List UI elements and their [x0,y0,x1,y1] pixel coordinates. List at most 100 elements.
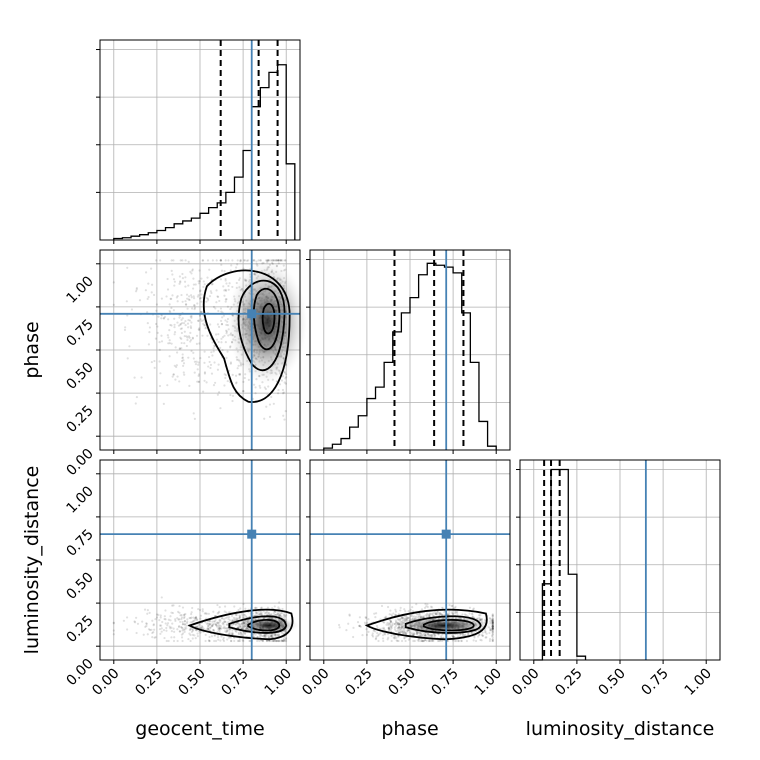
sample-point [371,635,375,638]
sample-point [204,621,207,624]
sample-point [168,339,171,342]
sample-point [180,347,183,350]
sample-point [489,617,492,620]
sample-point [275,639,278,643]
sample-point [345,629,348,632]
sample-point [277,639,280,643]
sample-point [221,349,224,352]
sample-point [218,624,221,627]
sample-point [421,639,424,643]
sample-point [133,376,136,379]
sample-point [237,624,240,627]
sample-point [440,613,443,616]
sample-point [231,632,234,635]
sample-point [189,340,192,343]
sample-point [421,615,424,618]
sample-point [382,639,385,643]
sample-point [424,638,427,642]
sample-point [237,633,241,636]
sample-point [427,634,430,637]
sample-point [223,289,226,292]
sample-point [182,322,186,325]
sample-point [207,628,210,632]
sample-point [208,639,211,643]
sample-point [186,322,190,325]
sample-point [268,612,271,615]
sample-point [420,634,423,637]
sample-point [188,384,191,388]
sample-point [428,614,431,617]
sample-point [213,345,216,348]
sample-point [178,611,181,614]
sample-point [202,280,205,283]
sample-point [222,285,225,288]
sample-point [386,605,390,609]
sample-point [216,603,219,607]
sample-point [271,636,274,639]
sample-point [197,374,200,378]
sample-point [471,613,474,616]
sample-point [441,639,444,643]
sample-point [403,631,407,635]
sample-point [203,612,206,615]
sample-point [194,615,198,619]
sample-point [491,621,494,624]
sample-point [279,259,283,262]
sample-point [219,639,222,642]
sample-point [203,323,206,327]
sample-point [263,635,266,638]
sample-point [437,639,441,643]
sample-point [160,630,163,633]
sample-point [201,625,204,629]
sample-point [233,605,236,608]
sample-point [219,319,223,323]
sample-point [227,611,231,614]
sample-point [394,634,397,637]
sample-point [187,318,190,322]
sample-point [197,328,200,331]
sample-point [150,291,153,294]
sample-point [261,639,264,643]
sample-point [189,331,192,334]
sample-point [188,628,191,632]
sample-point [199,631,202,634]
sample-point [241,616,244,619]
sample-point [253,259,256,262]
sample-point [280,639,283,643]
sample-point [352,635,355,639]
x-tick-label: 0.00 [509,666,542,699]
sample-point [447,612,451,615]
sample-point [385,623,388,626]
sample-point [282,391,285,394]
panel-frame [99,249,301,451]
sample-point [400,617,404,620]
sample-point [439,636,442,639]
sample-point [211,259,214,262]
sample-point [234,617,237,620]
sample-point [221,316,224,319]
sample-point [282,613,286,616]
sample-point [153,628,156,631]
sample-point [191,336,194,339]
sample-point [173,331,177,334]
sample-point [356,621,360,624]
sample-point [178,275,181,278]
sample-point [218,631,221,634]
sample-point [280,639,284,642]
sample-point [152,624,155,627]
sample-point [150,628,153,631]
sample-point [217,622,220,625]
sample-point [212,629,216,633]
sample-point [170,630,173,633]
sample-point [148,611,151,615]
sample-point [213,620,217,623]
sample-point [225,332,228,335]
sample-point [208,360,211,364]
sample-point [238,639,241,643]
sample-point [280,615,283,618]
sample-point [371,632,374,635]
contour-level-1 [187,608,294,641]
sample-point [491,620,494,623]
sample-point [207,299,210,302]
sample-point [184,259,187,262]
